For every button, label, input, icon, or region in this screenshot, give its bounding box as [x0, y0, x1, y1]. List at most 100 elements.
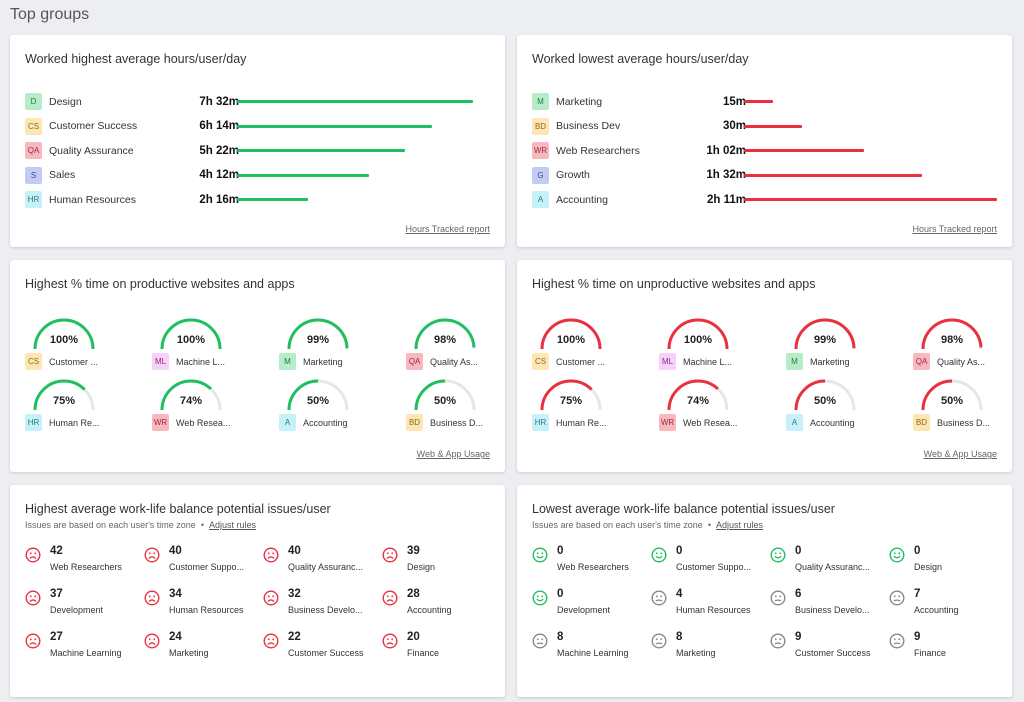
adjust-rules-link[interactable]: Adjust rules	[715, 520, 764, 530]
group-row: A Accounting 2h 11m	[532, 191, 1012, 208]
gauge-label: QA Quality As...	[406, 353, 478, 370]
issue-item[interactable]: 8 Marketing	[651, 631, 771, 665]
gauge-item[interactable]: 99% M Marketing	[786, 318, 886, 370]
group-badge: D	[25, 93, 42, 110]
gauge-item[interactable]: 98% QA Quality As...	[406, 318, 506, 370]
gauge-percent: 100%	[49, 334, 79, 346]
issue-item[interactable]: 42 Web Researchers	[25, 545, 145, 579]
issue-item[interactable]: 4 Human Resources	[651, 588, 771, 622]
gauge-item[interactable]: 100% CS Customer ...	[532, 318, 632, 370]
group-name: Marketing	[556, 95, 603, 108]
issue-count: 39	[407, 545, 420, 557]
group-name: Sales	[49, 169, 76, 181]
hours-bar	[744, 149, 864, 152]
issue-item[interactable]: 0 Quality Assuranc...	[770, 545, 890, 579]
gauge-item[interactable]: 98% QA Quality As...	[913, 318, 1013, 370]
hours-value: 7h 32m	[199, 95, 239, 108]
gauge-item[interactable]: 75% HR Human Re...	[25, 379, 125, 431]
gauge-percent: 100%	[683, 334, 713, 346]
gauge-arc	[160, 318, 222, 350]
group-name: Web Researchers	[557, 562, 629, 572]
issue-item[interactable]: 28 Accounting	[382, 588, 502, 622]
gauge-arc	[540, 318, 602, 350]
gauge-item[interactable]: 75% HR Human Re...	[532, 379, 632, 431]
group-badge: WR	[532, 142, 549, 159]
issue-count: 37	[50, 588, 63, 600]
sad-face-icon	[144, 547, 160, 563]
gauge-arc	[667, 318, 729, 350]
group-row: G Growth 1h 32m	[532, 166, 1012, 184]
group-name: Growth	[556, 169, 590, 181]
gauge-label: BD Business D...	[913, 414, 990, 431]
gauge-arc	[160, 379, 222, 411]
hours-tracked-report-link[interactable]: Hours Tracked report	[912, 224, 997, 234]
group-name: Quality As...	[430, 356, 479, 367]
gauge-item[interactable]: 100% ML Machine L...	[152, 318, 252, 370]
issue-item[interactable]: 27 Machine Learning	[25, 631, 145, 665]
group-name: Web Resea...	[176, 417, 231, 428]
gauge-item[interactable]: 74% WR Web Resea...	[659, 379, 759, 431]
group-name: Human Resources	[676, 605, 751, 615]
issue-item[interactable]: 40 Quality Assuranc...	[263, 545, 383, 579]
group-row: D Design 7h 32m	[25, 93, 505, 110]
gauge-fill	[667, 318, 729, 350]
issue-item[interactable]: 20 Finance	[382, 631, 502, 665]
group-name: Customer Success	[49, 120, 138, 132]
group-badge: M	[786, 353, 803, 370]
gauge-item[interactable]: 99% M Marketing	[279, 318, 379, 370]
group-name: Finance	[407, 648, 440, 658]
gauge-item[interactable]: 50% BD Business D...	[406, 379, 506, 431]
gauge-percent: 50%	[813, 395, 837, 407]
card-subtitle: Issues are based on each user's time zon…	[25, 520, 257, 530]
issue-count: 28	[407, 588, 420, 600]
issue-item[interactable]: 0 Web Researchers	[532, 545, 652, 579]
gauge-item[interactable]: 50% A Accounting	[786, 379, 886, 431]
gauge-item[interactable]: 100% CS Customer ...	[25, 318, 125, 370]
issue-item[interactable]: 24 Marketing	[144, 631, 264, 665]
group-name: Customer ...	[49, 356, 99, 367]
adjust-rules-link[interactable]: Adjust rules	[208, 520, 257, 530]
issue-item[interactable]: 39 Design	[382, 545, 502, 579]
gauge-percent: 99%	[306, 334, 330, 346]
issue-item[interactable]: 32 Business Develo...	[263, 588, 383, 622]
gauge-item[interactable]: 50% BD Business D...	[913, 379, 1013, 431]
group-name: Accounting	[914, 605, 959, 615]
issue-item[interactable]: 22 Customer Success	[263, 631, 383, 665]
group-name: Quality Assuranc...	[795, 562, 871, 572]
issue-count: 9	[914, 631, 921, 643]
issue-item[interactable]: 0 Development	[532, 588, 652, 622]
gauge-item[interactable]: 50% A Accounting	[279, 379, 379, 431]
group-name: Business D...	[937, 417, 991, 428]
issue-item[interactable]: 34 Human Resources	[144, 588, 264, 622]
issue-item[interactable]: 0 Design	[889, 545, 1009, 579]
group-name: Design	[407, 562, 436, 572]
issue-item[interactable]: 6 Business Develo...	[770, 588, 890, 622]
hours-bar	[744, 124, 802, 128]
issue-item[interactable]: 9 Customer Success	[770, 631, 890, 665]
web-app-usage-link[interactable]: Web & App Usage	[923, 449, 997, 459]
issue-count: 7	[914, 588, 921, 600]
issue-item[interactable]: 7 Accounting	[889, 588, 1009, 622]
issue-item[interactable]: 8 Machine Learning	[532, 631, 652, 665]
neutral-face-icon	[651, 590, 667, 606]
sad-face-icon	[382, 547, 398, 563]
gauge-fill	[160, 318, 222, 350]
gauge-fill	[921, 318, 983, 350]
group-name: Marketing	[303, 356, 343, 367]
issue-item[interactable]: 37 Development	[25, 588, 145, 622]
group-name: Business Dev	[556, 120, 621, 132]
issue-item[interactable]: 40 Customer Suppo...	[144, 545, 264, 579]
issue-count: 9	[795, 631, 802, 643]
hours-tracked-report-link[interactable]: Hours Tracked report	[405, 224, 490, 234]
issue-count: 40	[288, 545, 301, 557]
group-row: WR Web Researchers 1h 02m	[532, 142, 1012, 159]
gauge-item[interactable]: 74% WR Web Resea...	[152, 379, 252, 431]
group-name: Human Re...	[556, 417, 607, 428]
web-app-usage-link[interactable]: Web & App Usage	[416, 449, 490, 459]
gauge-fill	[287, 379, 349, 411]
page-title: Top groups	[10, 6, 90, 23]
gauge-item[interactable]: 100% ML Machine L...	[659, 318, 759, 370]
issue-item[interactable]: 0 Customer Suppo...	[651, 545, 771, 579]
issue-item[interactable]: 9 Finance	[889, 631, 1009, 665]
